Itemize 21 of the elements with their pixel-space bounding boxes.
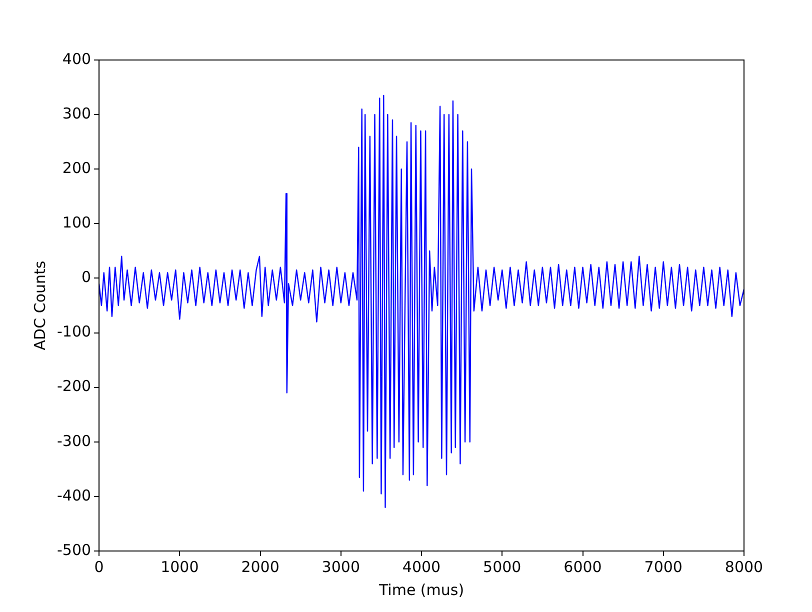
- x-tick-label: 6000: [564, 558, 602, 576]
- y-tick-label: 100: [62, 214, 92, 232]
- y-tick-label: 400: [62, 50, 92, 68]
- x-axis-title: Time (mus): [378, 580, 464, 599]
- y-tick-label: 200: [62, 159, 92, 177]
- x-tick-label: 2000: [241, 558, 280, 576]
- y-tick-label: -100: [56, 322, 92, 341]
- x-tick-label: 3000: [322, 558, 360, 576]
- y-tick-label: -400: [56, 486, 92, 504]
- x-tick-label: 7000: [644, 558, 682, 576]
- x-tick-label: 4000: [402, 558, 441, 576]
- y-tick-label: 300: [62, 104, 92, 122]
- x-tick-label: 0: [94, 558, 104, 576]
- x-tick-label: 1000: [160, 558, 199, 576]
- y-tick-label: -200: [56, 377, 92, 396]
- y-tick-label: 0: [81, 268, 92, 286]
- y-tick-label: -500: [56, 540, 92, 559]
- y-tick-label: -300: [56, 432, 92, 450]
- x-tick-label: 5000: [483, 558, 522, 576]
- y-axis-title: ADC Counts: [30, 260, 49, 350]
- x-tick-label: 8000: [724, 558, 764, 576]
